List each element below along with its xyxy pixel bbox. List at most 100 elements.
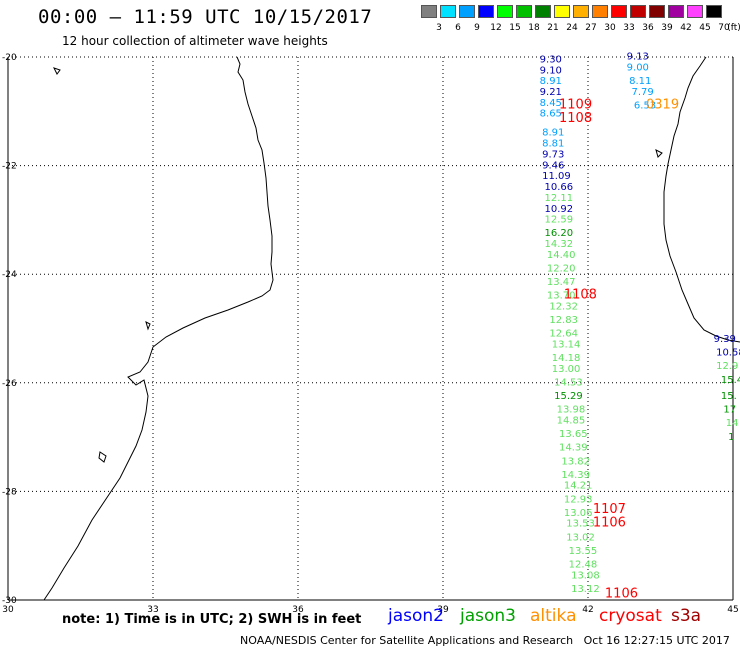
wave-height-value: 9.10 xyxy=(540,65,562,76)
wave-height-value: 9.00 xyxy=(627,63,649,74)
legend-label: 9 xyxy=(474,23,480,33)
pass-number-label: 1108 xyxy=(559,111,592,126)
island xyxy=(655,149,663,158)
wave-height-value: 13.65 xyxy=(559,429,588,440)
wave-height-value: 10.58 xyxy=(716,348,740,359)
wave-height-value: 13.14 xyxy=(552,340,581,351)
lon-tick-label: 39 xyxy=(437,605,449,615)
wave-height-value: 6.53 xyxy=(634,101,656,112)
lon-tick-label: 30 xyxy=(2,605,14,615)
pass-number-label: 0319 xyxy=(646,98,679,113)
wave-height-value: 14.21 xyxy=(564,481,593,492)
lat-tick-label: -26 xyxy=(2,379,17,389)
legend-swatch xyxy=(478,5,494,18)
wave-height-value: 12.9 xyxy=(716,361,738,372)
wave-height-value: 10.66 xyxy=(545,182,574,193)
legend-label: 6 xyxy=(455,23,461,33)
wave-height-value: 8.11 xyxy=(629,76,651,87)
lat-tick-label: -30 xyxy=(2,596,17,606)
satellite-label-s3a: s3a xyxy=(671,606,702,626)
lat-tick-label: -20 xyxy=(2,53,17,63)
legend-label: 39 xyxy=(661,23,673,33)
legend-swatch xyxy=(497,5,513,18)
wave-height-value: 12.11 xyxy=(545,193,574,204)
wave-height-value: 7.79 xyxy=(632,87,654,98)
wave-height-value: 8.45 xyxy=(540,98,562,109)
legend-label: 24 xyxy=(566,23,578,33)
wave-height-value: 16.20 xyxy=(545,228,574,239)
legend-label: 15 xyxy=(509,23,521,33)
wave-height-value: 9.73 xyxy=(542,149,564,160)
wave-height-value: 13.47 xyxy=(547,277,576,288)
wave-height-value: 15.4 xyxy=(721,375,740,386)
wave-height-value: 12.59 xyxy=(545,215,574,226)
wave-height-value: 17 xyxy=(723,405,736,416)
wave-height-value: 14.18 xyxy=(552,353,581,364)
coastline xyxy=(43,56,740,601)
legend-swatch xyxy=(421,5,437,18)
wave-height-value: 8.65 xyxy=(540,109,562,120)
wave-height-value: 13.82 xyxy=(561,456,590,467)
legend-label: 12 xyxy=(490,23,502,33)
wave-height-value: 11.09 xyxy=(542,171,571,182)
africa-coastline xyxy=(43,56,274,601)
wave-height-value: 14.39 xyxy=(559,443,588,454)
wave-height-value: 14.53 xyxy=(554,378,583,389)
wave-height-value: 14.40 xyxy=(547,250,576,261)
wave-height-value: 12.83 xyxy=(549,315,578,326)
map-title: 00:00 – 11:59 UTC 10/15/2017 xyxy=(38,6,373,28)
legend-label: 18 xyxy=(528,23,540,33)
wave-height-value: 13.02 xyxy=(566,532,595,543)
legend-swatch xyxy=(687,5,703,18)
wave-height-value: 10.92 xyxy=(545,204,574,215)
legend-label: 42 xyxy=(680,23,692,33)
pass-number-label: 1106 xyxy=(593,516,626,531)
legend-label: 33 xyxy=(623,23,635,33)
legend-label: 30 xyxy=(604,23,616,33)
wave-height-value: 9.13 xyxy=(627,52,649,63)
legend-swatch xyxy=(459,5,475,18)
lon-tick-label: 36 xyxy=(292,605,304,615)
legend-unit: (ft) xyxy=(727,23,740,33)
legend-swatch xyxy=(573,5,589,18)
wave-height-value: 12.93 xyxy=(564,494,593,505)
wave-height-value: 13.06 xyxy=(564,508,593,519)
wave-height-value: 9.46 xyxy=(542,160,564,171)
wave-height-value: 12.64 xyxy=(549,329,578,340)
map-grid xyxy=(7,56,734,601)
wave-height-value: 14.32 xyxy=(545,239,574,250)
wave-height-value: 14.85 xyxy=(557,416,586,427)
lon-tick-label: 33 xyxy=(147,605,158,615)
lat-tick-label: -22 xyxy=(2,162,17,172)
credit-line: NOAA/NESDIS Center for Satellite Applica… xyxy=(240,634,730,647)
satellite-label-jason2: jason2 xyxy=(388,606,444,626)
legend-swatch xyxy=(535,5,551,18)
legend-label: 3 xyxy=(436,23,442,33)
wave-height-value: 15. xyxy=(721,391,737,402)
wave-height-value: 1 xyxy=(728,432,734,443)
legend-label: 21 xyxy=(547,23,559,33)
wave-height-value: 13.12 xyxy=(571,584,600,595)
legend-swatch xyxy=(611,5,627,18)
wave-height-value: 13.00 xyxy=(552,364,581,375)
note-text: note: 1) Time is in UTC; 2) SWH is in fe… xyxy=(62,612,362,627)
wave-height-value: 15.29 xyxy=(554,391,583,402)
wave-height-value: 12.32 xyxy=(549,301,578,312)
legend-swatch xyxy=(630,5,646,18)
legend-label: 70 xyxy=(718,23,730,33)
satellite-label-jason3: jason3 xyxy=(460,606,516,626)
island xyxy=(53,67,61,75)
legend-swatch xyxy=(516,5,532,18)
wave-height-value: 13.08 xyxy=(571,570,600,581)
lon-tick-label: 42 xyxy=(582,605,593,615)
wave-height-value: 9.30 xyxy=(540,54,562,65)
satellite-label-cryosat: cryosat xyxy=(599,606,662,626)
wave-height-value: 9.21 xyxy=(540,87,562,98)
wave-height-value: 13.55 xyxy=(569,546,598,557)
legend-label: 36 xyxy=(642,23,654,33)
legend-swatch xyxy=(706,5,722,18)
legend-swatch xyxy=(649,5,665,18)
wave-height-value: 12.20 xyxy=(547,263,576,274)
legend-swatch xyxy=(440,5,456,18)
